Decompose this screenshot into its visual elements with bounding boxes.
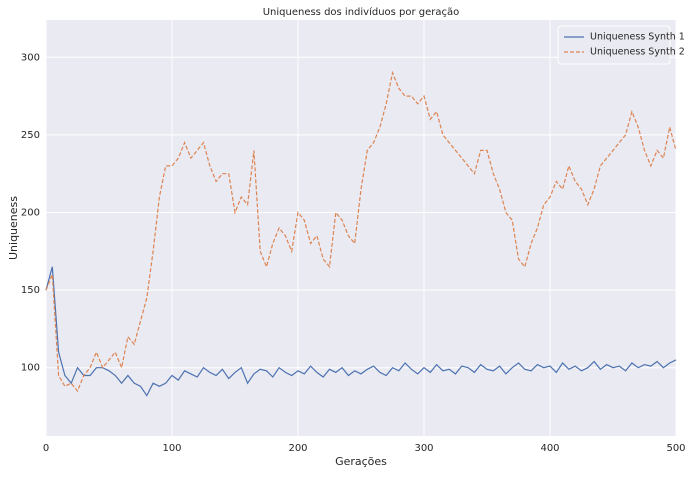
y-tick-label: 300	[21, 52, 40, 63]
series-line	[45, 266, 677, 397]
x-tick-label: 500	[666, 443, 685, 454]
y-tick-label: 150	[21, 285, 40, 296]
x-tick-label: 300	[414, 443, 433, 454]
y-axis-label: Uniqueness	[7, 196, 20, 260]
x-tick-label: 100	[162, 443, 181, 454]
plot-area	[46, 20, 676, 436]
legend-label: Uniqueness Synth 2	[590, 47, 685, 58]
x-tick-label: 200	[288, 443, 307, 454]
y-tick-label: 100	[21, 363, 40, 374]
chart-title: Uniqueness dos indivíduos por geração	[263, 6, 460, 18]
y-tick-label: 250	[21, 130, 40, 141]
x-tick-label: 0	[43, 443, 49, 454]
legend-label: Uniqueness Synth 1	[590, 32, 685, 43]
x-tick-label: 400	[540, 443, 559, 454]
legend-box	[557, 25, 671, 65]
y-tick-label: 200	[21, 207, 40, 218]
x-axis-label: Gerações	[335, 455, 387, 468]
